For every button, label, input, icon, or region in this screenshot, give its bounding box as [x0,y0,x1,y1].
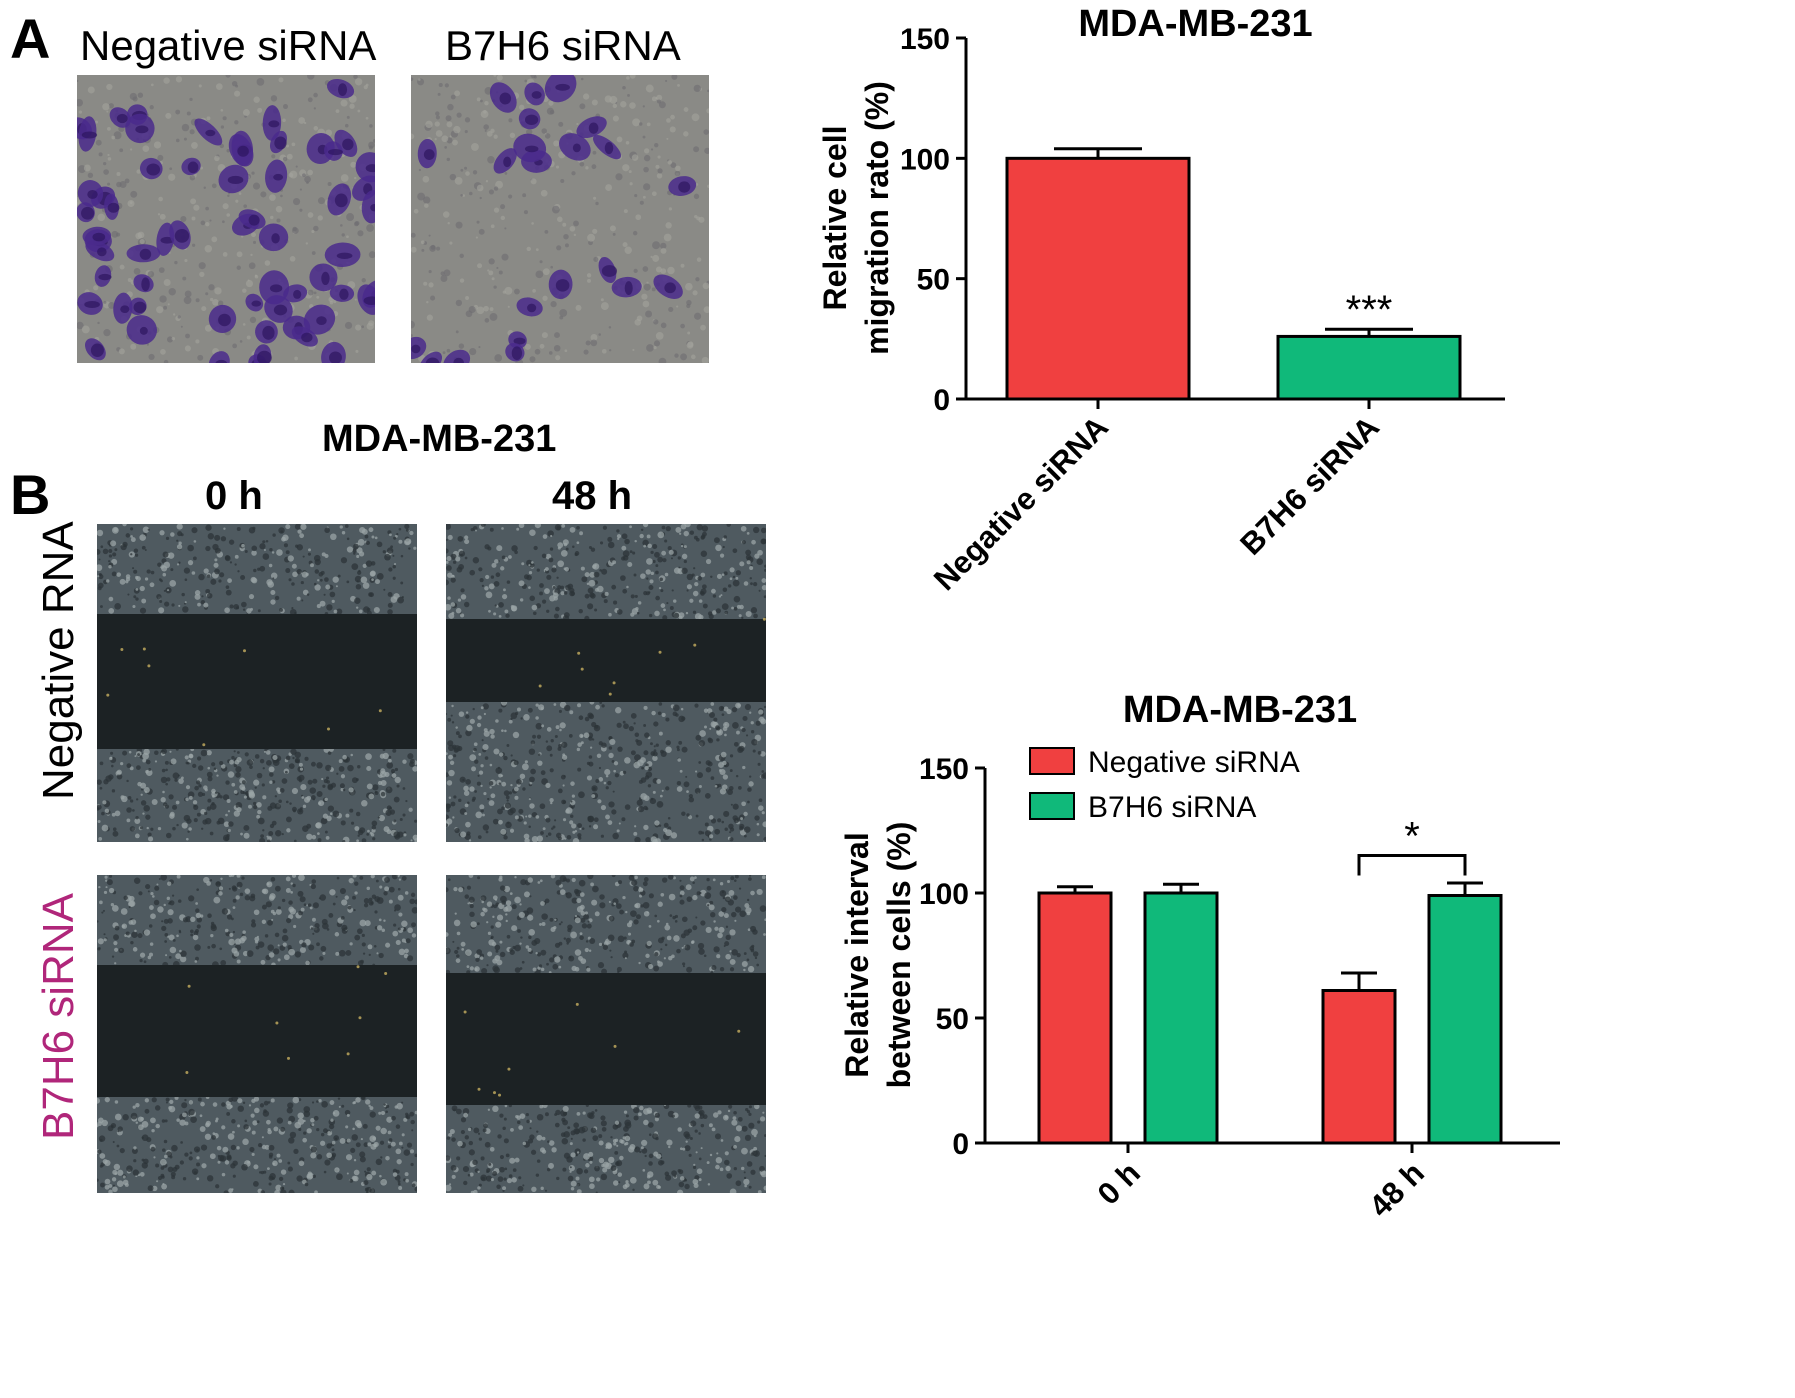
panel-b-row-label-negative: Negative RNA [34,521,83,800]
chart1-bar [1005,156,1191,401]
chart1-ytick-label: 50 [917,264,950,297]
panel-b-col-label-48h: 48 h [552,474,633,518]
chart1-ytick-label: 150 [900,23,950,56]
transwell-image-b7h6 [411,75,709,363]
panel-b-row-label-b7h6: B7H6 siRNA [34,893,83,1140]
transwell-image-negative [77,75,375,363]
panel-b-col-label-0h: 0 h [205,474,263,518]
chart2-legend-label: B7H6 siRNA [1088,791,1256,824]
wound-image-b7h6-48h [446,875,766,1193]
panel-b-letter: B [10,463,51,526]
chart2-title: MDA-MB-231 [1123,689,1357,731]
wound-image-negative-48h [446,524,766,842]
panel-a-image-label-negative: Negative siRNA [80,22,377,69]
chart2-ytick-label: 100 [919,878,969,911]
chart2-significance: * [1404,815,1420,859]
chart2-ytick-label: 150 [919,753,969,786]
panel-a-letter: A [10,7,51,70]
panel-a-image-label-b7h6: B7H6 siRNA [445,22,681,69]
panel-b-title: MDA-MB-231 [322,418,557,460]
chart1-title: MDA-MB-231 [1078,3,1312,45]
chart1-ylabel-line2: migration rato (%) [859,81,895,355]
chart2-ytick-label: 0 [952,1128,969,1161]
chart2-xtick-label: 48 h [1362,1155,1431,1224]
chart1-ylabel-line1: Relative cell [817,126,853,311]
chart2-ylabel-line2: between cells (%) [881,822,917,1089]
chart1-xtick-label: B7H6 siRNA [1233,409,1386,562]
wound-image-negative-0h [97,524,417,842]
chart2-significance-bracket [1357,854,1467,876]
chart2-bar [1037,891,1113,1145]
chart2-bar [1427,894,1503,1145]
chart2-legend-swatch [1029,792,1075,820]
chart2-xtick-label: 0 h [1091,1155,1147,1211]
wound-image-b7h6-0h [97,875,417,1193]
chart1-ytick-label: 0 [933,384,950,417]
chart2-legend-label: Negative siRNA [1088,746,1300,779]
chart2-bar [1143,891,1219,1145]
chart1-significance: *** [1346,288,1393,332]
chart1-ytick-label: 100 [900,143,950,176]
chart1-bar [1276,334,1462,401]
chart1-xtick-label: Negative siRNA [927,409,1115,597]
chart2-ytick-label: 50 [936,1003,969,1036]
chart2-legend-swatch [1029,747,1075,775]
chart2-ylabel-line1: Relative interval [839,832,875,1077]
chart2-bar [1321,989,1397,1145]
